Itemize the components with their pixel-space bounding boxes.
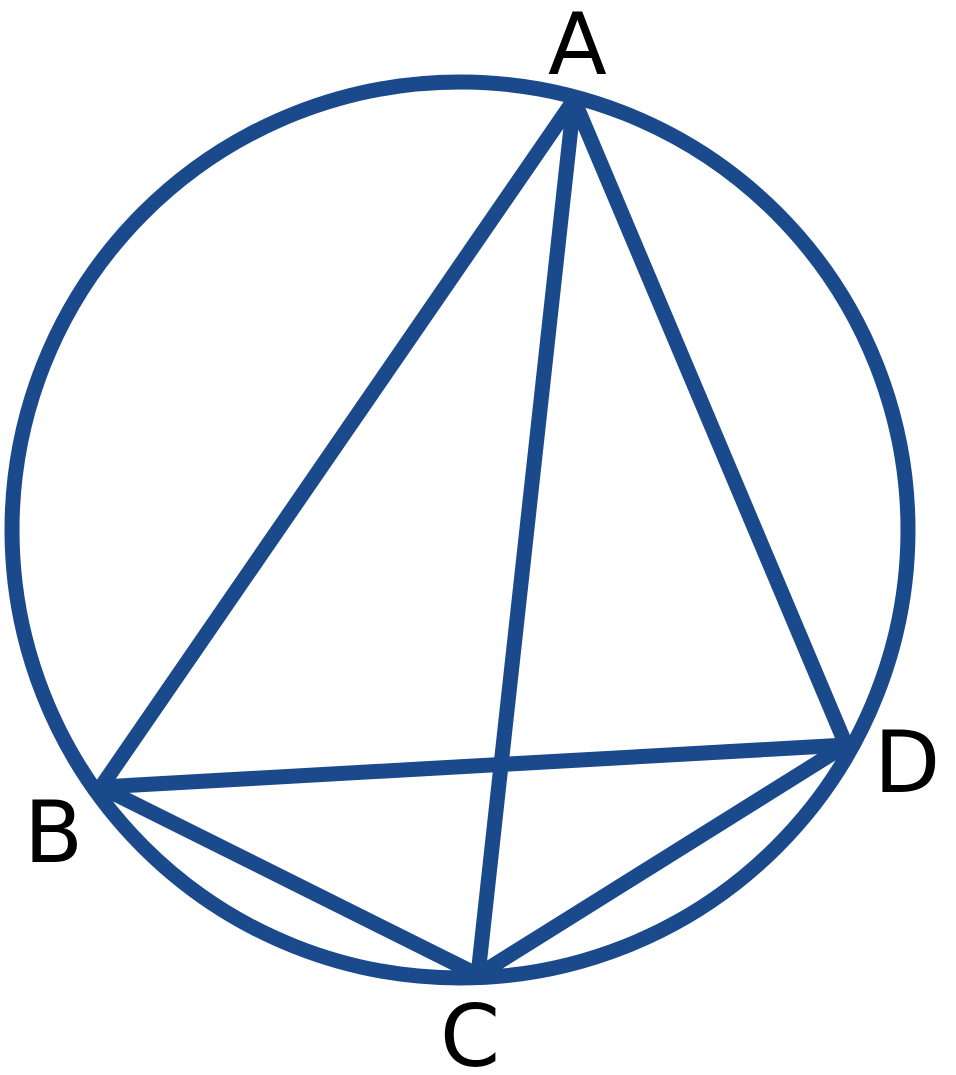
label-point-a: A [548, 0, 607, 95]
segment-ac [470, 92, 582, 983]
segment-ab [93, 92, 582, 795]
circumcircle [4, 74, 916, 986]
segment-bc [93, 779, 486, 983]
segment-bd [93, 737, 854, 795]
segment-ad [566, 92, 854, 753]
label-point-c: C [440, 987, 500, 1075]
label-point-b: B [24, 783, 83, 883]
label-point-d: D [874, 713, 940, 813]
segment-cd [470, 737, 854, 983]
